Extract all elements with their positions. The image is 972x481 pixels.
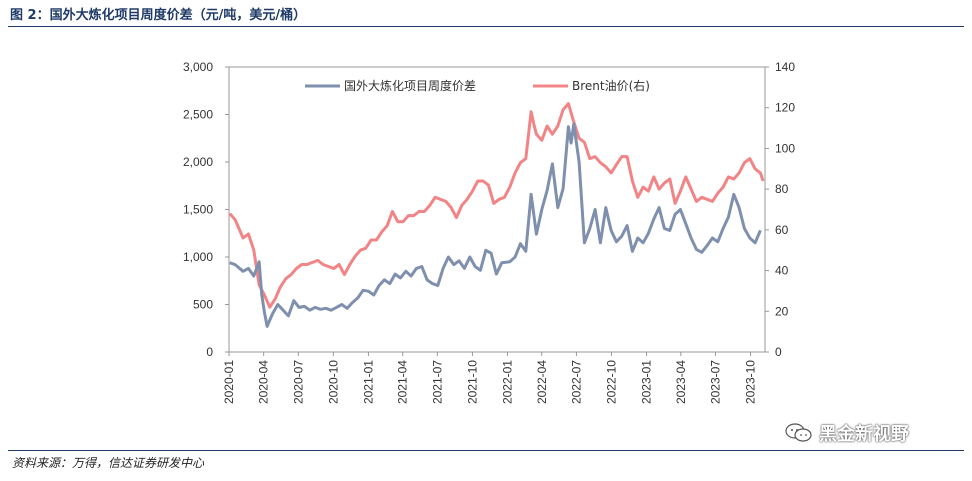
watermark: 黑金新视野 bbox=[785, 420, 909, 446]
chart-legend: 国外大炼化项目周度价差 Brent油价(右) bbox=[305, 78, 650, 93]
x-tick-label: 2023-07 bbox=[708, 360, 722, 404]
source-divider bbox=[8, 450, 964, 451]
x-tick-label: 2021-01 bbox=[361, 360, 375, 404]
chart-axes: 0 500 1,000 1,500 2,000 2,500 3,000 0 20 40 60 80 10… bbox=[183, 60, 795, 404]
x-tick-label: 2022-10 bbox=[604, 360, 618, 404]
left-tick-label: 2,500 bbox=[183, 108, 213, 122]
right-tick-label: 80 bbox=[775, 182, 789, 196]
left-tick-label: 3,000 bbox=[183, 60, 213, 74]
left-tick-label: 1,500 bbox=[183, 203, 213, 217]
x-tick-label: 2021-04 bbox=[396, 360, 410, 404]
series-line-spread bbox=[229, 122, 762, 328]
x-tick-label: 2021-10 bbox=[465, 360, 479, 404]
x-tick-label: 2020-04 bbox=[257, 360, 271, 404]
right-tick-label: 0 bbox=[775, 345, 782, 359]
x-tick-label: 2020-01 bbox=[222, 360, 236, 404]
title-divider bbox=[8, 26, 964, 27]
x-tick-label: 2023-01 bbox=[640, 360, 654, 404]
right-tick-label: 100 bbox=[775, 141, 795, 155]
chat-bubble-icon bbox=[785, 423, 812, 442]
chart-series bbox=[228, 102, 765, 328]
x-tick-label: 2020-07 bbox=[291, 360, 305, 404]
right-tick-label: 40 bbox=[775, 264, 789, 278]
x-tick-label: 2023-04 bbox=[674, 360, 688, 404]
right-tick-label: 140 bbox=[775, 60, 795, 74]
x-tick-label: 2020-10 bbox=[326, 360, 340, 404]
x-tick-label: 2023-10 bbox=[744, 360, 758, 404]
legend-label-brent: Brent油价(右) bbox=[572, 78, 650, 93]
source-note: 资料来源：万得，信达证券研发中心 bbox=[12, 456, 205, 470]
left-tick-label: 500 bbox=[193, 298, 213, 312]
series-line-brent bbox=[228, 102, 765, 309]
x-tick-label: 2022-04 bbox=[535, 360, 549, 404]
left-tick-label: 0 bbox=[206, 345, 213, 359]
figure-title: 图 2：国外大炼化项目周度价差（元/吨，美元/桶） bbox=[10, 8, 307, 23]
right-tick-label: 60 bbox=[775, 223, 789, 237]
right-tick-label: 20 bbox=[775, 304, 789, 318]
watermark-text: 黑金新视野 bbox=[819, 424, 909, 445]
x-tick-label: 2022-07 bbox=[569, 360, 583, 404]
left-tick-label: 1,000 bbox=[183, 250, 213, 264]
right-tick-label: 120 bbox=[775, 101, 795, 115]
x-tick-label: 2022-01 bbox=[500, 360, 514, 404]
x-tick-label: 2021-07 bbox=[430, 360, 444, 404]
legend-label-spread: 国外大炼化项目周度价差 bbox=[344, 78, 476, 93]
left-tick-label: 2,000 bbox=[183, 155, 213, 169]
